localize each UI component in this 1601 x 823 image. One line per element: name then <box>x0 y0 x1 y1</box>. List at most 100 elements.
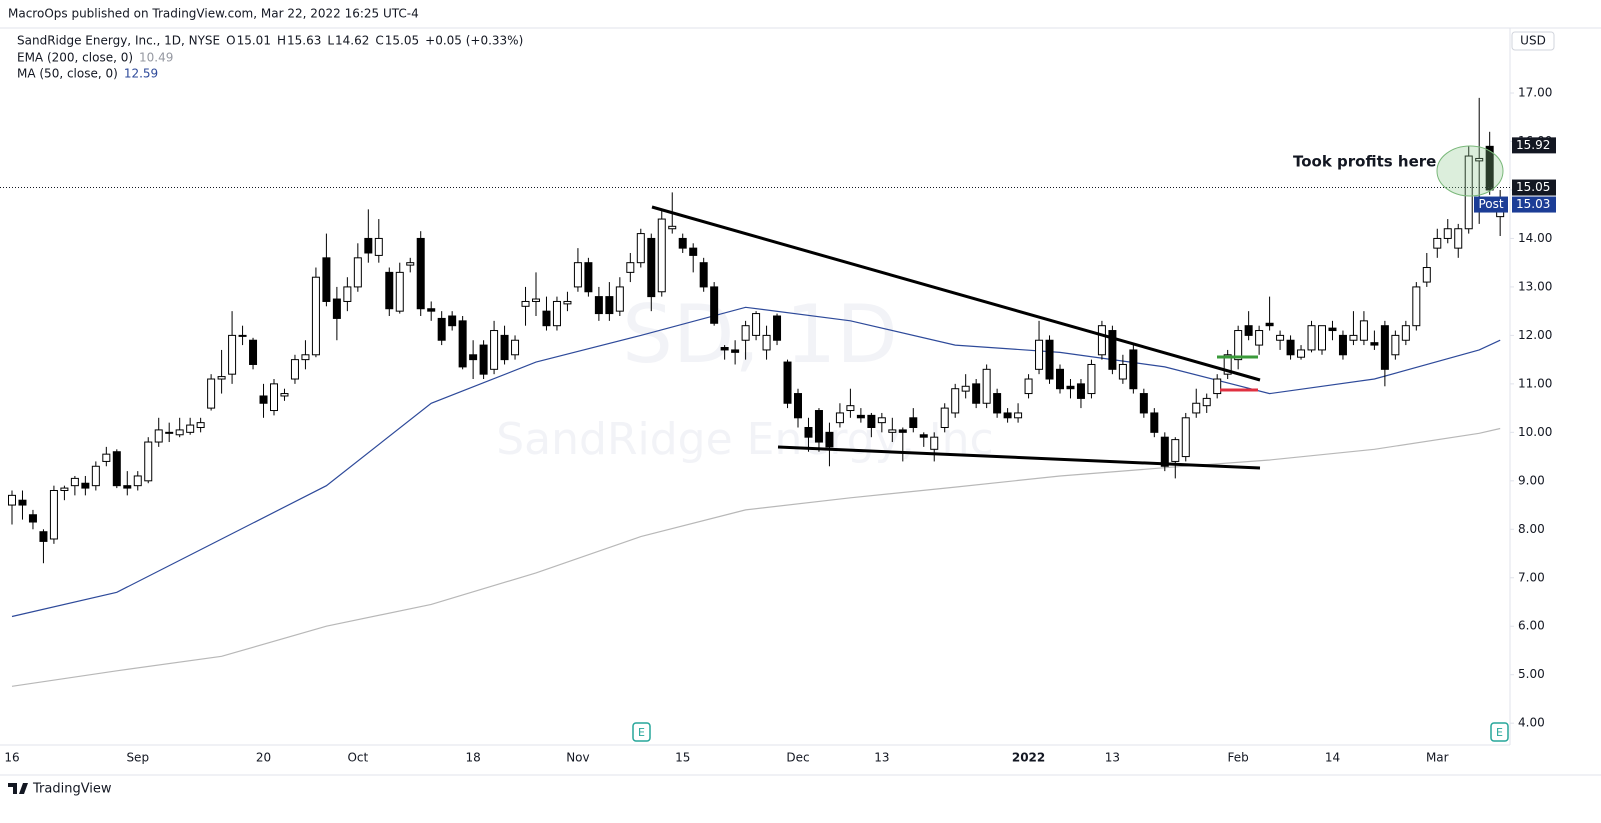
candle-body <box>1192 402 1201 414</box>
candle-body <box>898 429 907 433</box>
legend-key: L <box>327 34 334 48</box>
candle-body <box>364 237 373 254</box>
earnings-icon-text[interactable]: E <box>1496 726 1503 739</box>
x-tick-label: 20 <box>256 751 271 765</box>
candle-body <box>374 237 383 256</box>
candle-body <box>416 237 425 310</box>
candle-body <box>102 453 111 462</box>
candle-body <box>1475 157 1484 162</box>
candle-body <box>951 388 960 414</box>
candle-body <box>1244 325 1253 336</box>
candle-body <box>490 330 499 370</box>
candle-body <box>1318 325 1326 351</box>
y-tick-label: 11.00 <box>1518 376 1552 390</box>
candle-body <box>856 414 865 419</box>
candle-body <box>154 429 163 443</box>
candle-body <box>175 429 184 436</box>
candle-body <box>500 334 509 361</box>
candle-body <box>406 262 415 266</box>
candle-body <box>825 431 834 448</box>
candle-body <box>615 286 624 312</box>
candle-body <box>1213 378 1222 395</box>
legend-series-value: 10.49 <box>139 51 173 65</box>
legend-value: 14.62 <box>335 34 369 48</box>
candle-body <box>469 354 478 361</box>
currency-box[interactable] <box>1511 31 1555 51</box>
candle-body <box>1076 383 1085 399</box>
candle-body <box>888 429 897 433</box>
earnings-icon[interactable]: E <box>632 722 651 742</box>
x-tick-label: Dec <box>786 751 809 765</box>
y-tick-label: 8.00 <box>1518 522 1545 536</box>
candle-body <box>1297 349 1306 358</box>
candle-body <box>1359 320 1368 341</box>
earnings-icon[interactable]: E <box>1490 722 1509 742</box>
earnings-icon-text[interactable]: E <box>638 726 645 739</box>
y-tick-label: 6.00 <box>1518 619 1545 633</box>
candle-body <box>1035 339 1044 370</box>
candle-body <box>573 262 582 288</box>
price-label: 15.05 <box>1516 180 1550 194</box>
candle-body <box>1003 412 1012 419</box>
candle-body <box>835 412 844 424</box>
moving-average-line <box>11 306 1501 618</box>
candle-body <box>290 359 299 380</box>
candle-body <box>8 494 16 506</box>
legend-series-value: 12.59 <box>124 67 158 81</box>
candle-body <box>322 257 331 302</box>
candle-body <box>1328 327 1337 332</box>
candle-body <box>1223 354 1232 375</box>
candle-body <box>343 286 352 302</box>
y-tick-label: 14.00 <box>1518 231 1552 245</box>
profit-ellipse <box>1436 145 1504 197</box>
candle-body <box>228 334 237 375</box>
candle-body <box>1276 334 1285 341</box>
candle-body <box>720 347 729 351</box>
candle-body <box>133 475 142 487</box>
x-tick-label: Mar <box>1426 751 1449 765</box>
candle-body <box>49 490 58 540</box>
candle-body <box>28 514 37 523</box>
candle-body <box>552 300 561 327</box>
candle-body <box>1171 439 1180 462</box>
candle-body <box>259 395 268 404</box>
candle-body <box>1464 155 1473 230</box>
candle-body <box>39 531 48 542</box>
candle-body <box>91 465 100 487</box>
currency[interactable]: USD <box>1520 34 1546 48</box>
candle-body <box>385 271 394 310</box>
candle-body <box>1349 334 1358 341</box>
candle-body <box>762 334 771 351</box>
candle-body <box>1045 339 1054 380</box>
earnings-icon-box[interactable] <box>1490 722 1509 742</box>
candle-body <box>731 349 740 353</box>
candle-body <box>605 296 614 315</box>
earnings-icon-box[interactable] <box>632 722 651 742</box>
candle-body <box>804 426 813 438</box>
candle-body <box>217 376 226 380</box>
candle-body <box>1454 228 1463 249</box>
candle-body <box>186 424 195 433</box>
candle-body <box>1307 325 1316 351</box>
candle-body <box>1181 417 1190 458</box>
legend-series-name: MA (50, close, 0) <box>17 67 118 81</box>
candle-body <box>1056 368 1064 390</box>
candle-body <box>332 298 341 319</box>
candle-body <box>773 315 782 341</box>
candle-body <box>511 339 520 356</box>
annotation: Took profits here <box>1293 153 1436 171</box>
candle-body <box>123 485 132 489</box>
candle-body <box>479 344 488 375</box>
price-label-box <box>1512 196 1556 213</box>
candle-body <box>867 414 876 428</box>
candle-body <box>993 393 1002 414</box>
candle-body <box>972 383 981 404</box>
candle-body <box>112 451 121 487</box>
candle-body <box>427 308 436 312</box>
x-tick-label: 18 <box>465 751 480 765</box>
candle-body <box>1202 397 1211 407</box>
candle-body <box>458 320 467 368</box>
legend-key: O <box>226 34 235 48</box>
